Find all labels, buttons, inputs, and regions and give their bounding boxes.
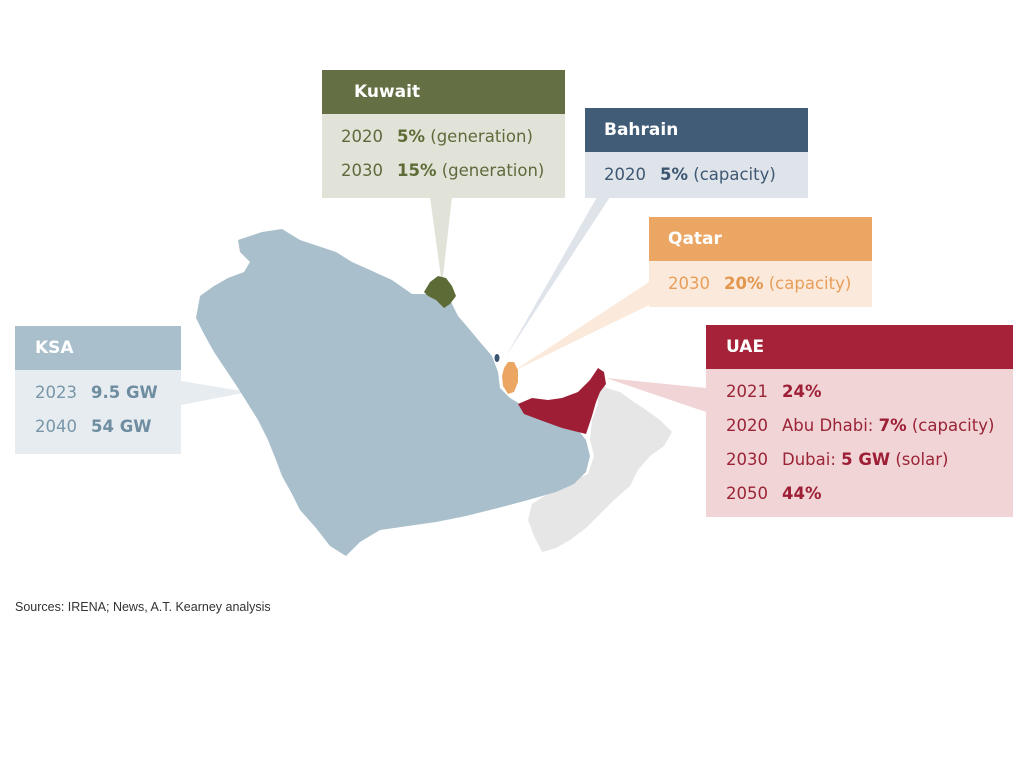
target-value: 5 GW	[841, 450, 891, 469]
uae-callout: UAE 2021 24% 2020 Abu Dhabi: 7% (capacity)…	[706, 325, 1013, 517]
ksa-pointer	[181, 381, 248, 405]
target-row: 2023 9.5 GW	[35, 376, 181, 410]
bahrain-callout: Bahrain 2020 5% (capacity)	[585, 108, 808, 198]
target-prefix: Abu Dhabi:	[782, 416, 874, 435]
sources-note: Sources: IRENA; News, A.T. Kearney analy…	[15, 600, 271, 614]
target-value: 20%	[724, 274, 764, 293]
kuwait-shape	[424, 276, 456, 308]
target-value: 44%	[782, 484, 822, 503]
target-value: 15%	[397, 161, 437, 180]
uae-targets: 2021 24% 2020 Abu Dhabi: 7% (capacity) 203…	[706, 369, 1013, 517]
qatar-targets: 2030 20% (capacity)	[649, 261, 872, 307]
ksa-shape	[196, 229, 590, 556]
target-value: 9.5 GW	[91, 383, 158, 402]
bahrain-shape	[494, 354, 500, 362]
target-row: 2021 24%	[726, 375, 1013, 409]
target-year: 2030	[726, 450, 768, 469]
qatar-title: Qatar	[649, 217, 872, 261]
kuwait-callout: Kuwait 2020 5% (generation) 2030 15% (gene…	[322, 70, 565, 198]
target-year: 2020	[604, 165, 646, 184]
target-row: 2020 5% (capacity)	[604, 158, 808, 192]
qatar-callout: Qatar 2030 20% (capacity)	[649, 217, 872, 307]
bahrain-title: Bahrain	[585, 108, 808, 152]
target-value: 5%	[397, 127, 426, 146]
qatar-shape	[502, 362, 518, 394]
target-year: 2021	[726, 382, 768, 401]
target-row: 2040 54 GW	[35, 410, 181, 444]
target-note: (capacity)	[768, 274, 852, 293]
target-row: 2020 Abu Dhabi: 7% (capacity)	[726, 409, 1013, 443]
target-note: (capacity)	[911, 416, 995, 435]
ksa-targets: 2023 9.5 GW 2040 54 GW	[15, 370, 181, 454]
target-year: 2040	[35, 417, 77, 436]
target-value: 24%	[782, 382, 822, 401]
target-year: 2030	[341, 161, 383, 180]
target-note: (generation)	[430, 127, 533, 146]
target-row: 2030 15% (generation)	[341, 154, 565, 188]
uae-pointer	[606, 378, 706, 412]
target-value: 54 GW	[91, 417, 152, 436]
ksa-callout: KSA 2023 9.5 GW 2040 54 GW	[15, 326, 181, 454]
target-note: (solar)	[895, 450, 949, 469]
target-row: 2050 44%	[726, 477, 1013, 511]
qatar-pointer	[512, 282, 649, 372]
target-row: 2020 5% (generation)	[341, 120, 565, 154]
ksa-title: KSA	[15, 326, 181, 370]
target-prefix: Dubai:	[782, 450, 836, 469]
target-year: 2050	[726, 484, 768, 503]
bahrain-targets: 2020 5% (capacity)	[585, 152, 808, 198]
uae-shape	[518, 368, 606, 434]
target-row: 2030 20% (capacity)	[668, 267, 872, 301]
uae-title: UAE	[706, 325, 1013, 369]
kuwait-pointer	[430, 197, 452, 285]
target-year: 2020	[341, 127, 383, 146]
target-note: (capacity)	[693, 165, 776, 184]
kuwait-title: Kuwait	[322, 70, 565, 114]
bahrain-pointer	[506, 197, 610, 356]
target-value: 5%	[660, 165, 689, 184]
target-year: 2020	[726, 416, 768, 435]
target-row: 2030 Dubai: 5 GW (solar)	[726, 443, 1013, 477]
oman-shape	[528, 372, 672, 552]
target-year: 2023	[35, 383, 77, 402]
target-value: 7%	[878, 416, 907, 435]
target-year: 2030	[668, 274, 710, 293]
target-note: (generation)	[441, 161, 545, 180]
kuwait-targets: 2020 5% (generation) 2030 15% (generation)	[322, 114, 565, 198]
